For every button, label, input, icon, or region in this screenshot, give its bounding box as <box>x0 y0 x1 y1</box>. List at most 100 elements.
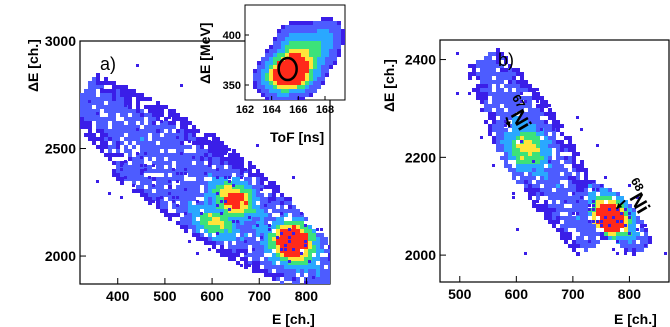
count-cell <box>164 125 168 129</box>
count-cell <box>300 241 304 245</box>
count-cell <box>316 245 320 249</box>
count-cell <box>301 49 305 53</box>
count-cell <box>624 232 628 236</box>
count-cell <box>616 228 620 232</box>
count-cell <box>285 93 289 97</box>
count-cell <box>309 37 313 41</box>
count-cell <box>516 116 520 120</box>
count-cell <box>496 64 500 68</box>
count-cell <box>240 241 244 245</box>
count-cell <box>560 188 564 192</box>
count-cell <box>140 156 143 159</box>
count-cell <box>240 197 244 201</box>
count-cell <box>548 192 552 196</box>
count-cell <box>285 73 289 77</box>
count-cell <box>320 261 324 265</box>
count-cell <box>596 204 600 208</box>
count-cell <box>112 109 116 113</box>
count-cell <box>300 269 304 273</box>
count-cell <box>325 29 329 33</box>
count-cell <box>325 37 329 41</box>
count-cell <box>512 76 516 80</box>
count-cell <box>264 217 268 221</box>
count-cell <box>277 53 281 57</box>
count-cell <box>224 176 227 179</box>
count-cell <box>160 145 164 149</box>
count-cell <box>188 121 192 125</box>
count-cell <box>124 149 128 153</box>
count-cell <box>329 49 333 53</box>
count-cell <box>508 92 512 96</box>
count-cell <box>104 141 108 145</box>
count-cell <box>224 181 228 185</box>
count-cell <box>240 225 244 229</box>
count-cell <box>616 232 620 236</box>
count-cell <box>224 249 228 253</box>
count-cell <box>84 121 88 125</box>
count-cell <box>264 241 268 245</box>
count-cell <box>136 177 140 181</box>
count-cell <box>224 237 228 241</box>
count-cell <box>604 228 608 232</box>
count-cell <box>252 201 256 205</box>
count-cell <box>488 128 492 132</box>
count-cell <box>152 193 156 197</box>
count-cell <box>632 212 636 216</box>
count-cell <box>188 181 192 185</box>
count-cell <box>212 241 216 245</box>
count-cell <box>480 88 484 92</box>
count-cell <box>289 49 293 53</box>
count-cell <box>104 133 108 137</box>
count-cell <box>228 173 232 177</box>
count-cell <box>333 33 337 37</box>
count-cell <box>313 77 317 81</box>
count-cell <box>624 236 628 240</box>
count-cell <box>152 197 156 201</box>
count-cell <box>500 112 504 116</box>
count-cell <box>88 117 92 121</box>
count-cell <box>264 229 268 233</box>
count-cell <box>184 193 188 197</box>
count-cell <box>88 121 92 125</box>
count-cell <box>136 169 140 173</box>
count-cell <box>624 212 628 216</box>
count-cell <box>176 153 180 157</box>
count-cell <box>292 245 296 249</box>
count-cell <box>508 152 512 156</box>
count-cell <box>236 229 240 233</box>
count-cell <box>516 136 520 140</box>
count-cell <box>80 125 84 129</box>
count-cell <box>112 137 116 141</box>
count-cell <box>532 148 536 152</box>
count-cell <box>552 136 556 140</box>
count-cell <box>520 96 524 100</box>
count-cell <box>297 69 301 73</box>
count-cell <box>176 177 180 181</box>
count-cell <box>540 124 544 128</box>
count-cell <box>632 208 636 212</box>
count-cell <box>540 148 544 152</box>
count-cell <box>96 105 100 109</box>
count-cell <box>156 145 160 149</box>
count-cell <box>616 224 620 228</box>
count-cell <box>168 145 172 149</box>
count-cell <box>628 204 632 208</box>
count-cell <box>269 57 273 61</box>
count-cell <box>132 181 136 185</box>
count-cell <box>576 208 580 212</box>
count-cell <box>504 60 508 64</box>
count-cell <box>624 248 628 252</box>
count-cell <box>572 168 576 172</box>
count-cell <box>164 137 168 141</box>
count-cell <box>272 193 276 197</box>
y-tick-label: 2000 <box>45 248 76 264</box>
count-cell <box>612 236 616 240</box>
count-cell <box>536 124 540 128</box>
count-cell <box>164 189 168 193</box>
count-cell <box>488 108 492 112</box>
count-cell <box>296 225 300 229</box>
count-cell <box>232 233 236 237</box>
count-cell <box>140 97 144 101</box>
count-cell <box>200 201 204 205</box>
count-cell <box>216 225 220 229</box>
